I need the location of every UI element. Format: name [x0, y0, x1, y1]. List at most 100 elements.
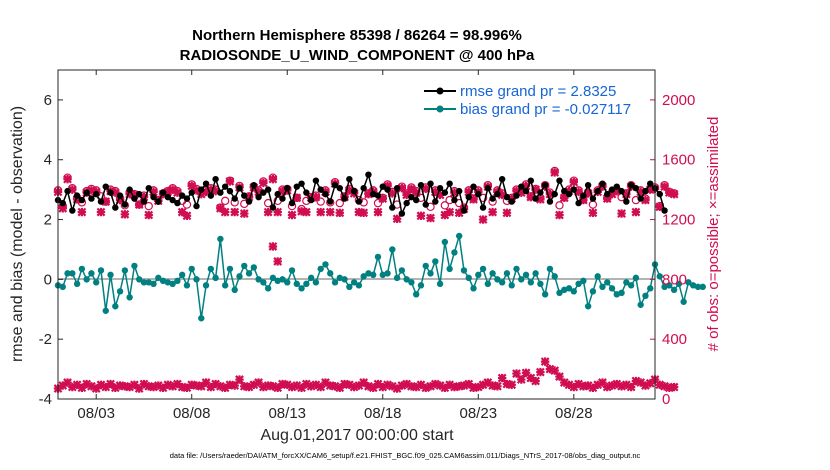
- rmse-point: [288, 199, 296, 207]
- rmse-point: [627, 181, 635, 189]
- bias-point: [484, 280, 492, 288]
- marker-plus: [416, 211, 426, 221]
- rmse-point: [212, 175, 219, 183]
- assimilated-point: [669, 189, 679, 199]
- bias-point: [360, 273, 367, 280]
- rmse-point: [489, 195, 496, 202]
- rejected-point: [507, 380, 517, 390]
- rmse-point: [465, 193, 472, 201]
- rejected-point: [669, 382, 679, 392]
- bias-point: [422, 262, 429, 270]
- bias-point: [417, 282, 425, 289]
- marker-plus: [63, 174, 72, 184]
- bias-point: [241, 262, 248, 270]
- marker-plus: [421, 184, 430, 194]
- marker-plus: [92, 384, 101, 393]
- rmse-point: [255, 193, 262, 201]
- bias-point: [97, 267, 105, 274]
- rmse-point: [575, 199, 582, 207]
- rmse-point: [174, 199, 181, 207]
- assimilated-point: [216, 203, 225, 213]
- plot-area: [58, 70, 655, 399]
- y2-tick-label: 400: [662, 331, 687, 348]
- rmse-point: [413, 196, 420, 204]
- rmse-point: [355, 198, 363, 205]
- possible-point: [373, 198, 383, 208]
- rmse-point: [546, 198, 554, 205]
- assimilated-point: [120, 209, 130, 219]
- rmse-point: [83, 189, 90, 196]
- rejected-point: [516, 375, 526, 384]
- y-tick-label: 2: [44, 212, 52, 229]
- marker-plus: [316, 382, 325, 392]
- marker-plus: [268, 174, 278, 184]
- bias-point: [637, 301, 644, 308]
- rmse-point: [159, 189, 167, 196]
- bias-point: [298, 285, 305, 292]
- assimilated-point: [426, 213, 435, 223]
- rejected-point: [493, 381, 502, 391]
- rmse-point: [322, 190, 329, 198]
- rmse-point: [460, 207, 468, 214]
- rmse-point: [494, 190, 501, 198]
- rmse-point: [298, 180, 305, 187]
- assimilated-point: [416, 211, 426, 221]
- rmse-point: [336, 184, 343, 192]
- assimilated-point: [268, 174, 278, 184]
- rmse-point: [594, 187, 601, 195]
- rmse-point: [613, 183, 620, 190]
- marker-plus: [235, 375, 244, 384]
- marker-plus: [197, 382, 206, 391]
- bias-point: [73, 280, 81, 288]
- bias-point: [198, 315, 205, 322]
- marker-plus: [77, 207, 87, 217]
- bias-point: [245, 270, 253, 277]
- rmse-point: [350, 187, 358, 195]
- rmse-point: [508, 198, 515, 205]
- y-tick-label: 4: [44, 152, 52, 169]
- bias-point: [59, 283, 66, 291]
- y-tick-label: 0: [44, 271, 52, 288]
- y-tick-label: -4: [39, 391, 52, 408]
- marker-plus: [173, 188, 182, 197]
- rmse-point: [589, 195, 597, 202]
- bias-point: [107, 271, 114, 279]
- marker-plus: [182, 211, 192, 221]
- bias-point: [169, 280, 176, 288]
- marker-plus: [201, 378, 211, 387]
- bias-point: [131, 262, 138, 270]
- bias-point: [451, 249, 458, 256]
- assimilated-point: [502, 208, 512, 218]
- marker-plus: [287, 210, 297, 220]
- bias-point: [685, 279, 692, 286]
- bias-point: [699, 283, 706, 291]
- rmse-point: [231, 195, 238, 202]
- bias-point: [307, 274, 315, 282]
- assimilated-point: [144, 210, 154, 220]
- x-tick-label: 08/28: [555, 405, 593, 422]
- plot-frame: [57, 69, 656, 400]
- marker-plus: [655, 202, 664, 212]
- marker-plus: [588, 208, 598, 218]
- marker-plus: [106, 379, 115, 389]
- bias-point: [303, 280, 310, 288]
- bias-point: [584, 303, 592, 310]
- rmse-point: [73, 192, 81, 199]
- assimilated-point: [359, 208, 369, 218]
- marker-plus: [326, 207, 335, 217]
- rmse-point: [551, 190, 558, 198]
- y2-tick-label: 800: [662, 271, 687, 288]
- rmse-point: [102, 183, 109, 190]
- rmse-point: [131, 195, 138, 202]
- rmse-point: [193, 202, 200, 210]
- bias-point: [455, 232, 463, 240]
- assimilated-point: [230, 207, 240, 217]
- rmse-point: [226, 187, 234, 195]
- bias-point: [255, 276, 262, 283]
- rmse-point: [570, 186, 578, 193]
- bias-point: [93, 279, 100, 286]
- rmse-point: [656, 190, 663, 198]
- bias-point: [408, 279, 415, 286]
- rmse-point: [293, 183, 300, 190]
- rmse-point: [178, 192, 186, 199]
